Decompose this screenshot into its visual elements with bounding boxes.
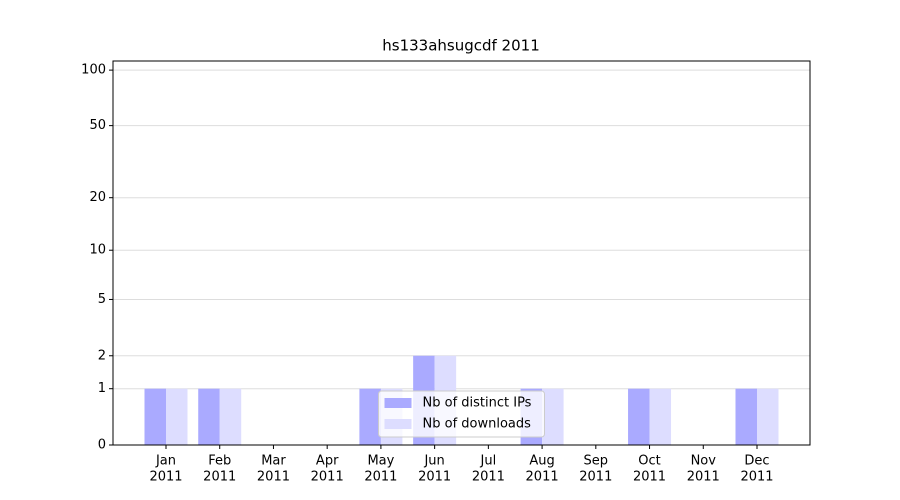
- x-tick-label: Feb: [208, 454, 231, 469]
- chart-title: hs133ahsugcdf 2011: [382, 37, 540, 55]
- legend-box: [378, 390, 545, 438]
- y-tick-label: 50: [89, 118, 106, 133]
- bar: [166, 388, 188, 445]
- x-tick-label: 2011: [418, 470, 451, 485]
- y-tick-label: 10: [89, 243, 106, 258]
- x-tick-label: Jun: [423, 454, 444, 469]
- legend-swatch: [384, 398, 412, 408]
- x-tick-label: 2011: [311, 470, 344, 485]
- y-tick-label: 1: [98, 381, 106, 396]
- x-tick-label: 2011: [687, 470, 720, 485]
- x-tick-label: 2011: [579, 470, 612, 485]
- x-tick-label: 2011: [203, 470, 236, 485]
- bar: [735, 388, 757, 445]
- bar: [359, 388, 381, 445]
- x-tick-label: 2011: [364, 470, 397, 485]
- bar: [144, 388, 166, 445]
- x-tick-label: Dec: [744, 454, 769, 469]
- plot-frame: [112, 60, 811, 446]
- x-tick-label: 2011: [740, 470, 773, 485]
- x-tick-label: Sep: [584, 454, 609, 469]
- y-tick-label: 0: [98, 438, 106, 453]
- x-tick-label: Jul: [480, 454, 497, 469]
- x-tick-label: Oct: [638, 454, 660, 469]
- y-tick-label: 5: [98, 292, 106, 307]
- bar: [649, 388, 672, 445]
- x-tick-label: 2011: [149, 470, 182, 485]
- x-tick-label: Aug: [529, 454, 554, 469]
- y-tick-label: 100: [81, 63, 106, 78]
- bar: [542, 388, 564, 445]
- legend-swatch: [384, 419, 412, 429]
- x-tick-label: Jan: [155, 454, 176, 469]
- x-tick-label: 2011: [633, 470, 666, 485]
- x-tick-label: Apr: [316, 454, 339, 469]
- x-tick-label: 2011: [526, 470, 559, 485]
- y-tick-label: 2: [98, 348, 106, 363]
- x-tick-label: Nov: [691, 454, 717, 469]
- bar: [628, 388, 650, 445]
- x-tick-label: May: [367, 454, 394, 469]
- legend-label: Nb of distinct IPs: [423, 396, 532, 411]
- x-tick-label: Mar: [261, 454, 286, 469]
- y-tick-label: 20: [89, 190, 106, 205]
- bar: [757, 388, 779, 445]
- bar: [198, 388, 220, 445]
- bar: [219, 388, 242, 445]
- x-tick-label: 2011: [472, 470, 505, 485]
- legend-label: Nb of downloads: [423, 417, 532, 432]
- x-tick-label: 2011: [257, 470, 290, 485]
